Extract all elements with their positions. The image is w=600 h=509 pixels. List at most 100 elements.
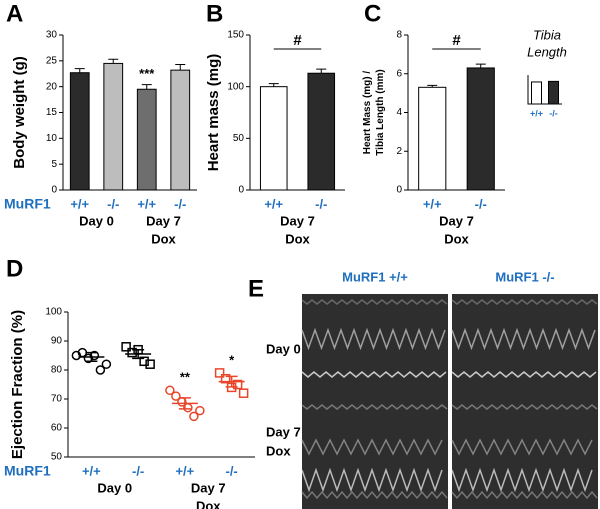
bar — [418, 86, 447, 191]
data-point — [238, 388, 249, 398]
error-bar — [475, 63, 486, 68]
x-tick-label: -/- — [225, 463, 237, 478]
y-tick-label: 70 — [51, 394, 63, 405]
x-tick-label: -/- — [132, 463, 144, 478]
group-label: Day 7 — [191, 480, 226, 495]
y-tick-label: 80 — [51, 365, 63, 376]
data-point — [127, 347, 137, 358]
error-bar — [316, 68, 327, 74]
row-label: MuRF1 — [4, 196, 51, 212]
sem-bar — [85, 351, 98, 363]
row-label: Dox — [266, 443, 291, 458]
data-point — [189, 411, 199, 422]
group-label: Day 7 — [439, 213, 474, 228]
echo-trace — [301, 299, 448, 305]
row-label: MuRF1 — [4, 463, 51, 479]
echo-trace — [301, 467, 443, 493]
x-tick-label: -/- — [174, 196, 186, 211]
data-point — [95, 365, 106, 375]
bar — [69, 72, 90, 191]
data-point — [214, 368, 225, 378]
panel-label: C — [364, 0, 381, 27]
group-label: Day 7 — [280, 213, 315, 228]
y-tick-label: 15 — [46, 107, 58, 118]
inset-bar — [531, 81, 542, 105]
inset-title: Tibia — [533, 27, 561, 42]
bar — [466, 67, 495, 191]
echo-trace — [451, 467, 593, 493]
y-tick-label: 50 — [233, 133, 245, 144]
sem-bar — [132, 348, 145, 360]
y-tick-label: 150 — [227, 30, 244, 41]
y-tick-label: 100 — [45, 307, 62, 318]
column-label: MuRF1 -/- — [495, 269, 554, 284]
y-tick-label: 0 — [238, 185, 244, 196]
sem-bar — [225, 375, 238, 388]
echo-trace — [451, 438, 593, 456]
group-label: Day 0 — [79, 213, 114, 228]
significance: * — [229, 352, 235, 367]
echo-trace — [451, 299, 598, 305]
significance: *** — [139, 66, 155, 81]
x-tick-label: +/+ — [137, 196, 156, 211]
inset-bar — [548, 80, 559, 105]
y-axis-label: Heart Mass (mg) / — [362, 71, 373, 155]
y-tick-label: 50 — [51, 452, 63, 463]
panel-label: E — [248, 275, 264, 302]
y-tick-label: 5 — [51, 159, 57, 170]
y-tick-label: 25 — [46, 55, 58, 66]
echo-trace — [301, 438, 443, 456]
bar — [170, 69, 191, 191]
panel-label: A — [6, 0, 23, 27]
y-tick-label: 0 — [51, 185, 57, 196]
significance: ** — [180, 370, 191, 385]
y-axis-label: Heart mass (mg) — [205, 54, 222, 172]
column-label: MuRF1 +/+ — [342, 269, 408, 284]
y-tick-label: 10 — [46, 133, 58, 144]
echo-trace — [301, 490, 448, 500]
data-point — [165, 385, 175, 396]
echo-trace — [451, 404, 598, 410]
y-tick-label: 8 — [396, 30, 402, 41]
data-point — [101, 359, 112, 369]
group-label: Dox — [151, 231, 176, 246]
group-label: Day 0 — [97, 480, 132, 495]
data-point — [139, 356, 149, 367]
error-bar — [74, 68, 85, 73]
y-tick-label: 6 — [396, 68, 402, 79]
x-tick-label: +/+ — [264, 196, 283, 211]
y-axis-label: Ejection Fraction (%) — [9, 310, 26, 459]
x-tick-label: +/+ — [423, 196, 442, 211]
data-point — [171, 391, 181, 401]
row-label: Day 0 — [266, 341, 301, 356]
row-label: Day 7 — [266, 424, 301, 439]
y-tick-label: 30 — [46, 30, 58, 41]
x-tick-label: +/+ — [82, 463, 101, 478]
panel-label: D — [6, 255, 23, 282]
comparison-label: # — [452, 32, 461, 49]
y-tick-label: 60 — [51, 423, 63, 434]
data-point — [145, 359, 155, 369]
y-tick-label: 2 — [396, 146, 402, 157]
data-point — [121, 342, 131, 352]
inset-tick-label: +/+ — [530, 108, 543, 118]
data-point — [220, 373, 231, 384]
y-tick-label: 100 — [227, 81, 244, 92]
echo-trace — [451, 327, 596, 351]
panel-label: B — [206, 0, 223, 27]
sem-bar — [178, 397, 191, 410]
y-axis-label: Body weight (g) — [11, 56, 28, 169]
y-tick-label: 90 — [51, 336, 63, 347]
y-axis-label: Tibia Length (mm) — [375, 69, 386, 155]
x-tick-label: -/- — [475, 196, 487, 211]
echo-trace — [451, 490, 598, 500]
echo-trace — [301, 404, 448, 410]
echo-image — [452, 294, 598, 509]
bar — [136, 88, 157, 191]
x-tick-label: -/- — [107, 196, 119, 211]
group-label: Dox — [444, 231, 469, 246]
data-point — [232, 379, 243, 390]
error-bar — [108, 58, 119, 64]
y-tick-label: 0 — [396, 185, 402, 196]
